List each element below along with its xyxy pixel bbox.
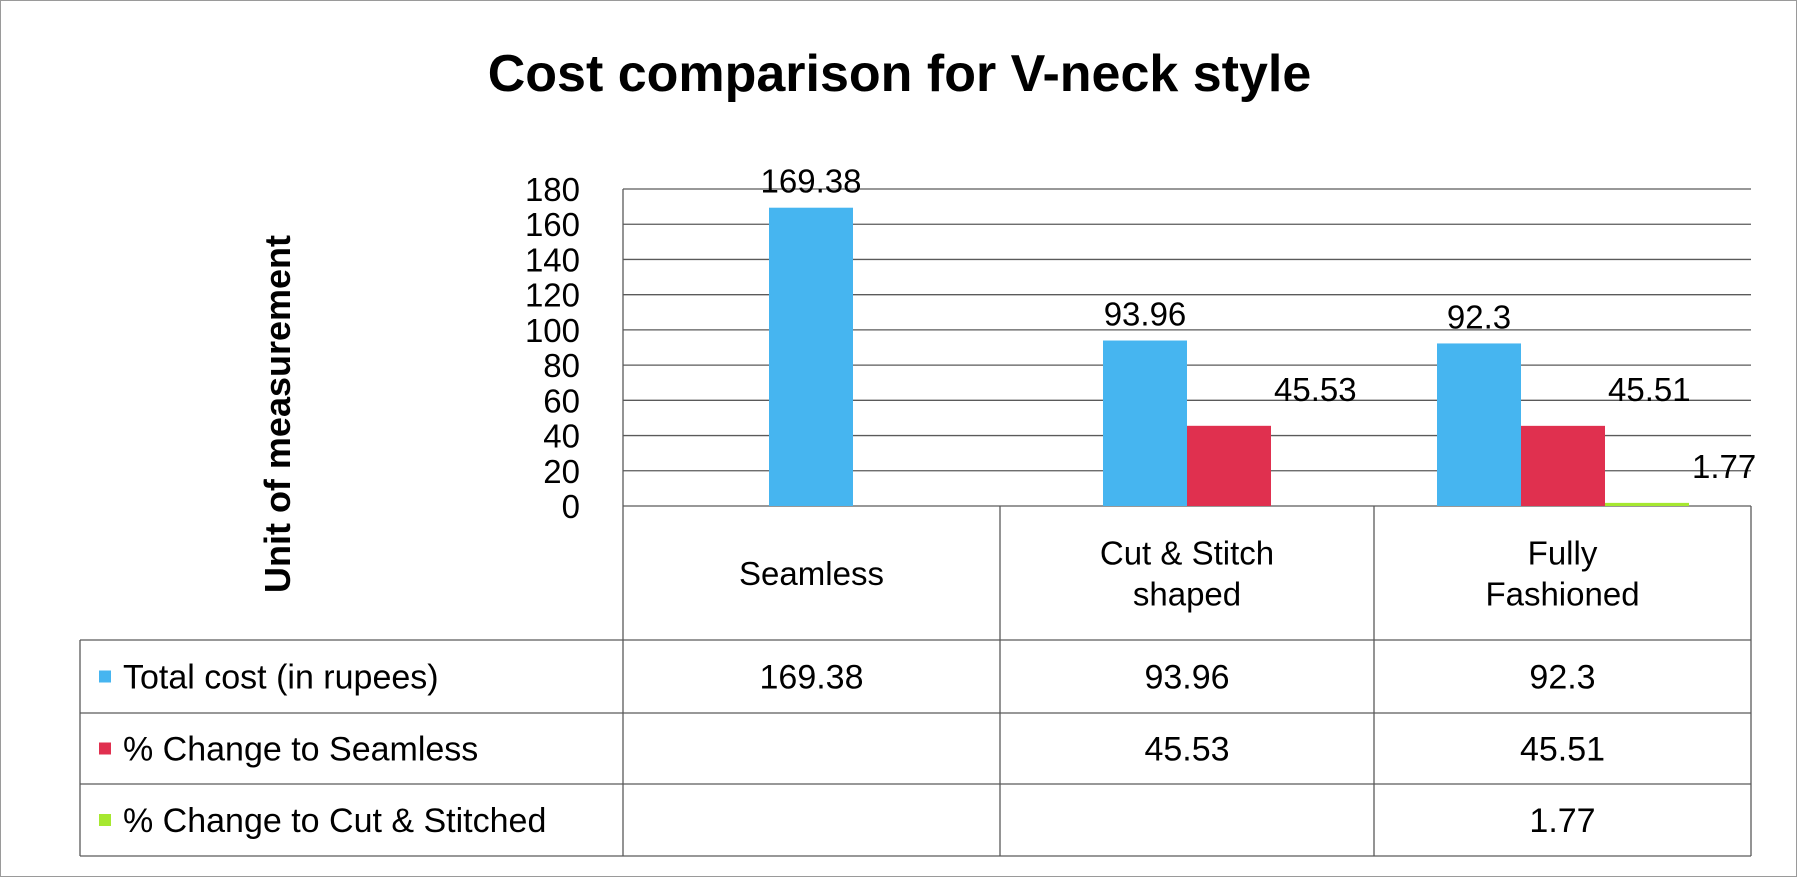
- table-value: 92.3: [1529, 659, 1595, 697]
- x-category-label: Cut & Stitch: [1100, 535, 1274, 572]
- data-label: 1.77: [1692, 448, 1756, 485]
- y-tick-label: 80: [543, 347, 580, 384]
- y-tick-label: 120: [525, 277, 580, 314]
- table-value: 45.51: [1520, 731, 1605, 769]
- data-label: 169.38: [761, 163, 862, 200]
- table-value: 169.38: [760, 659, 864, 697]
- x-category-label: Fully: [1528, 535, 1598, 572]
- bar: [1437, 343, 1521, 506]
- y-tick-label: 0: [562, 488, 580, 525]
- legend-swatch: [99, 742, 111, 755]
- table-value: 93.96: [1144, 659, 1229, 697]
- data-label: 45.51: [1608, 371, 1691, 408]
- bar: [769, 207, 853, 506]
- y-tick-label: 40: [543, 418, 580, 455]
- y-tick-label: 140: [525, 241, 580, 278]
- x-category-label: shaped: [1133, 576, 1241, 613]
- bar: [1605, 502, 1689, 506]
- legend-swatch: [99, 670, 111, 683]
- legend-swatch: [99, 814, 111, 826]
- y-tick-label: 60: [543, 382, 580, 419]
- bar: [1187, 425, 1271, 506]
- y-tick-label: 160: [525, 206, 580, 243]
- data-label: 45.53: [1274, 371, 1357, 408]
- y-tick-label: 180: [525, 171, 580, 208]
- y-tick-label: 20: [543, 453, 580, 490]
- x-category-label: Fashioned: [1485, 576, 1639, 613]
- legend-label: Total cost (in rupees): [123, 659, 439, 697]
- chart-title: Cost comparison for V-neck style: [487, 45, 1312, 103]
- table-value: 45.53: [1144, 731, 1229, 769]
- legend-label: % Change to Cut & Stitched: [123, 802, 546, 840]
- data-label: 93.96: [1104, 296, 1187, 333]
- bar: [1103, 340, 1187, 506]
- bar: [1521, 425, 1605, 506]
- legend-label: % Change to Seamless: [123, 731, 478, 769]
- y-tick-label: 100: [525, 312, 580, 349]
- table-value: 1.77: [1529, 802, 1595, 840]
- x-category-label: Seamless: [739, 555, 884, 592]
- data-label: 92.3: [1447, 298, 1511, 335]
